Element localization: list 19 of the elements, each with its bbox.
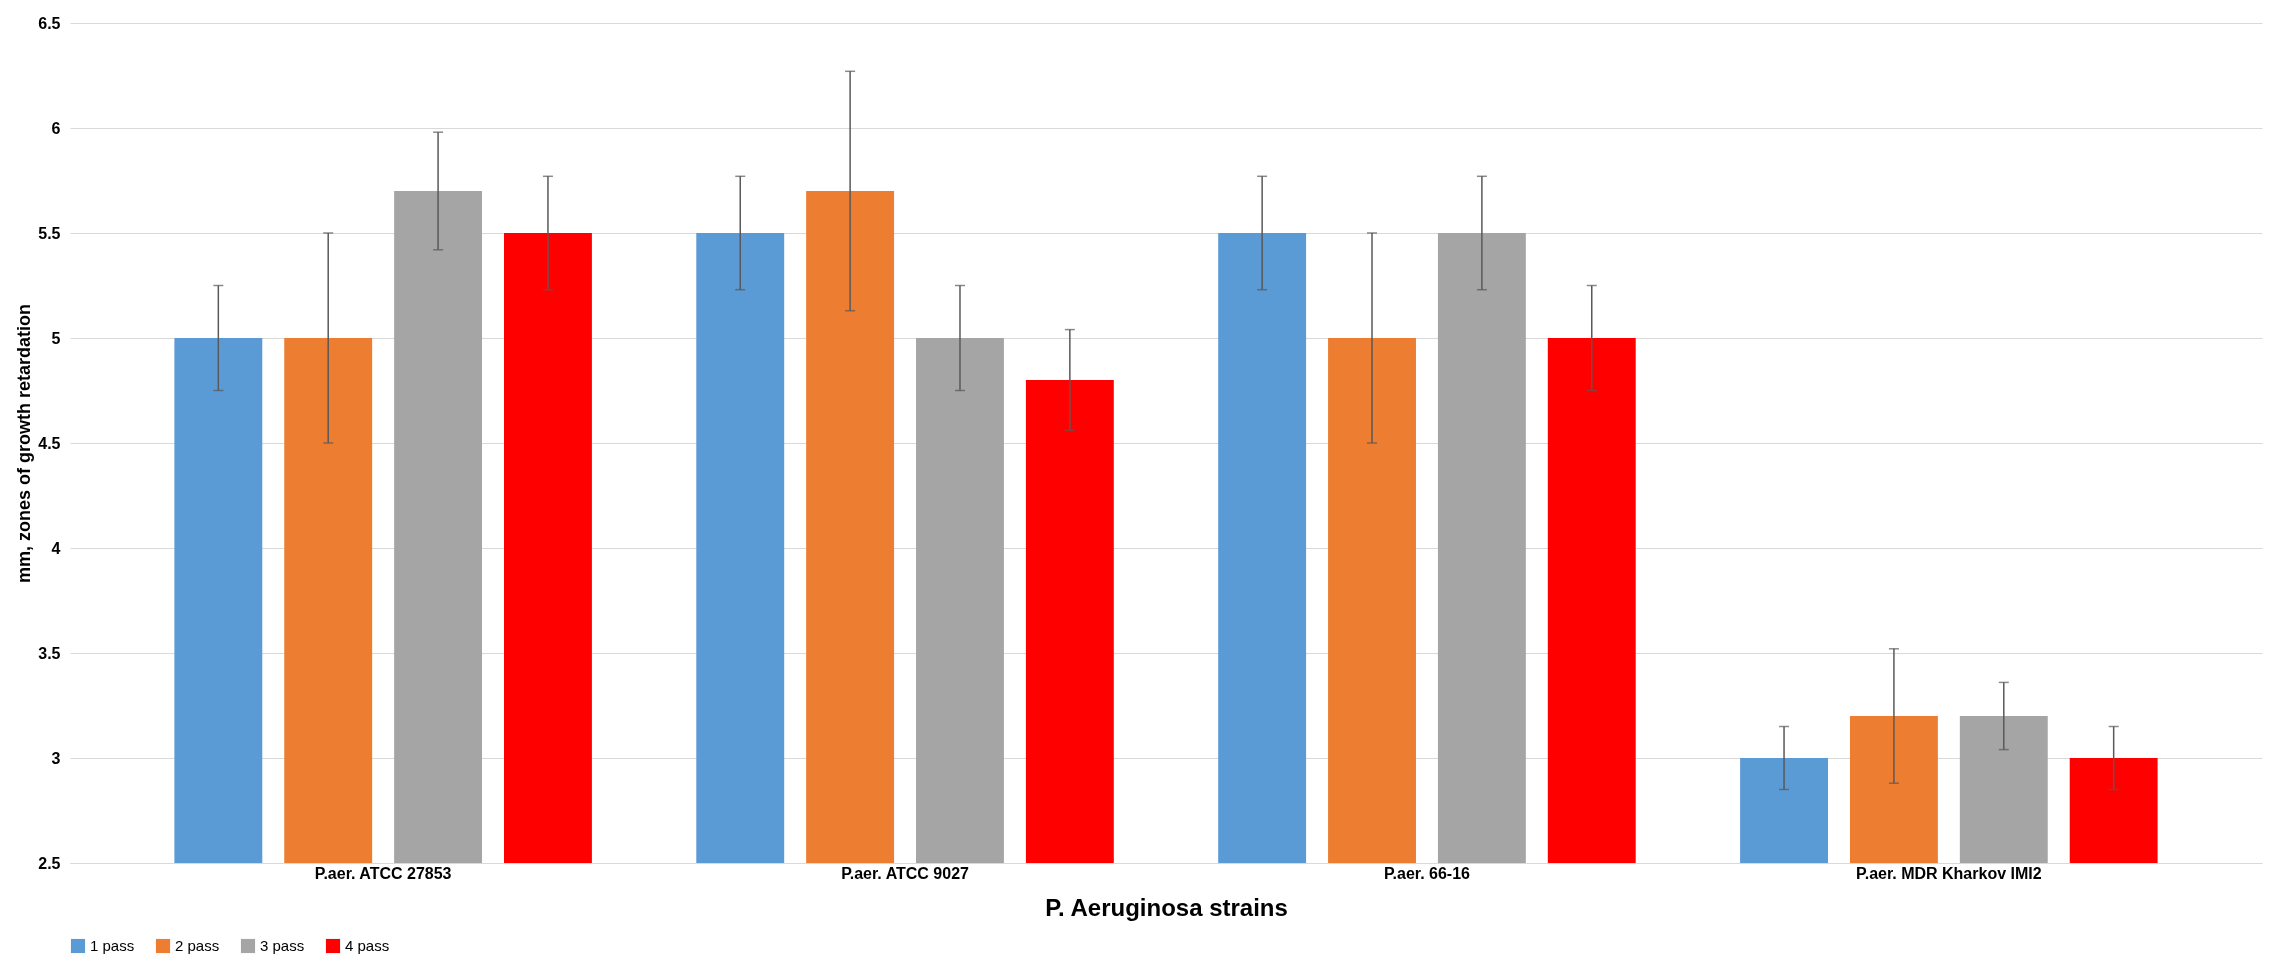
x-tick-label: P.aer. MDR Kharkov IMI2 [1856, 864, 2042, 882]
y-tick-label: 3 [51, 749, 61, 767]
x-axis-title: P. Aeruginosa strains [1045, 893, 1288, 921]
x-tick-label: P.aer. ATCC 27853 [314, 864, 452, 882]
legend-label: 3 pass [260, 937, 305, 954]
y-axis-title: mm, zones of growth retardation [14, 303, 35, 584]
legend-label: 2 pass [175, 937, 220, 954]
y-tick-label: 6.5 [38, 14, 61, 32]
x-tick-label: P.aer. 66-16 [1383, 864, 1471, 882]
y-tick-label: 2.5 [38, 854, 61, 872]
y-tick-label: 4.5 [38, 434, 61, 452]
legend-label: 1 pass [90, 937, 135, 954]
legend-label: 4 pass [345, 937, 390, 954]
y-tick-label: 4 [51, 539, 61, 557]
y-tick-label: 5 [51, 329, 61, 347]
y-tick-label: 3.5 [38, 644, 61, 662]
y-tick-label: 5.5 [38, 224, 61, 242]
x-tick-label: P.aer. ATCC 9027 [841, 864, 970, 882]
y-tick-label: 6 [51, 119, 61, 137]
